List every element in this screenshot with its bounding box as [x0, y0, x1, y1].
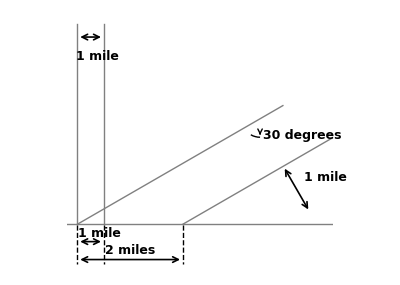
Text: 30 degrees: 30 degrees — [263, 129, 341, 142]
Text: 1 mile: 1 mile — [76, 50, 119, 63]
Text: 1 mile: 1 mile — [78, 227, 121, 239]
Text: 1 mile: 1 mile — [304, 171, 347, 184]
Text: 2 miles: 2 miles — [105, 245, 155, 257]
